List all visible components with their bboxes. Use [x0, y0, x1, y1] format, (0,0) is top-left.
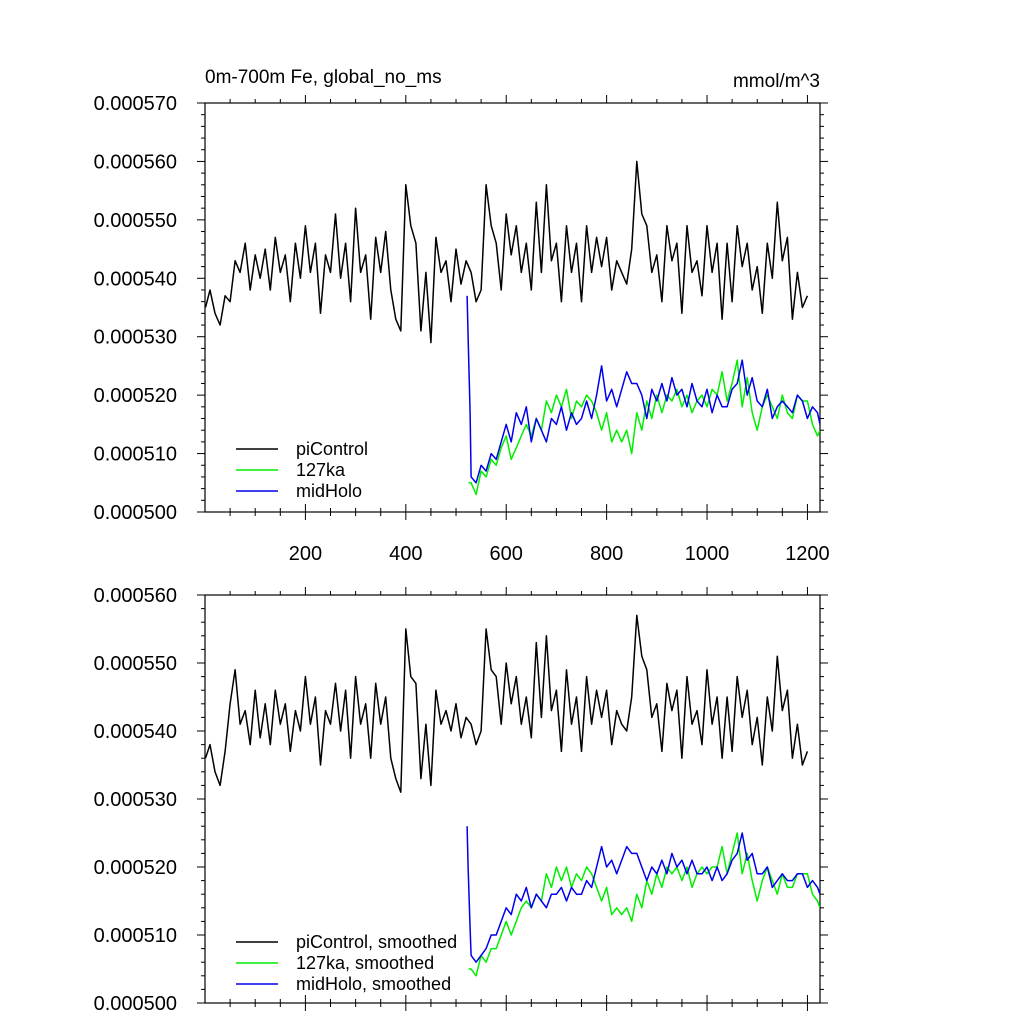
- units-label: mmol/m^3: [733, 71, 820, 92]
- chart-title: 0m-700m Fe, global_no_ms: [205, 67, 442, 88]
- legend-label: midHolo: [296, 481, 362, 501]
- y-tick-label: 0.000510: [94, 925, 177, 947]
- y-tick-label: 0.000550: [94, 653, 177, 675]
- y-tick-label: 0.000550: [94, 210, 177, 232]
- y-tick-label: 0.000560: [94, 585, 177, 607]
- series-line-127ka: [468, 359, 820, 496]
- legend-label: midHolo, smoothed: [296, 974, 451, 994]
- y-tick-label: 0.000530: [94, 327, 177, 349]
- bottom-chart-panel: 0.000500 0.000510 0.000520 0.000530 0.000540…: [94, 585, 828, 1015]
- x-tick-label: 400: [389, 543, 422, 565]
- y-tick-label: 0.000540: [94, 721, 177, 743]
- legend-label: piControl: [296, 439, 368, 459]
- plot-frame: [204, 102, 821, 513]
- y-tick-label: 0.000520: [94, 857, 177, 879]
- x-tick-label: 600: [490, 543, 523, 565]
- top-chart-panel: 0.000500 0.000510 0.000520 0.000530 0.000540…: [94, 67, 830, 565]
- y-tick-label: 0.000570: [94, 93, 177, 115]
- y-tick-label: 0.000560: [94, 151, 177, 173]
- y-tick-label: 0.000520: [94, 385, 177, 407]
- y-tick-label: 0.000500: [94, 993, 177, 1015]
- y-tick-label: 0.000500: [94, 502, 177, 524]
- series-line-picontrol: [205, 160, 809, 344]
- legend-label: piControl, smoothed: [296, 932, 457, 952]
- legend-label: 127ka: [296, 460, 346, 480]
- series-line-picontrol-smoothed: [205, 614, 809, 793]
- y-tick-label: 0.000530: [94, 789, 177, 811]
- x-tick-label: 1200: [785, 543, 830, 565]
- x-tick-label: 200: [289, 543, 322, 565]
- y-tick-label: 0.000510: [94, 444, 177, 466]
- series-line-127ka-smoothed: [468, 832, 820, 977]
- x-tick-label: 800: [590, 543, 623, 565]
- y-tick-label: 0.000540: [94, 268, 177, 290]
- legend-label: 127ka, smoothed: [296, 953, 434, 973]
- series-line-midholo-smoothed: [466, 826, 820, 963]
- x-tick-label: 1000: [685, 543, 730, 565]
- series-line-midholo: [466, 295, 820, 484]
